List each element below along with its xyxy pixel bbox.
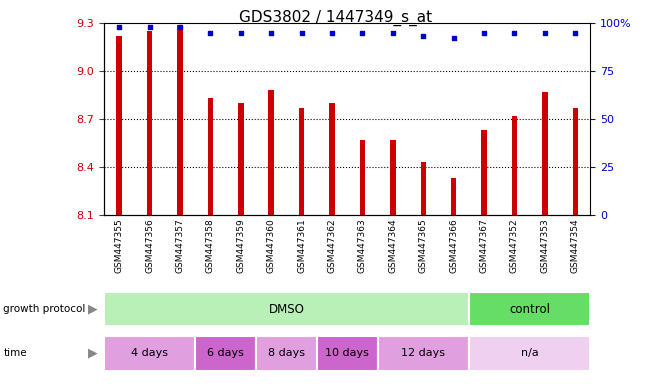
Bar (481, 130, 486, 215)
Bar (317, 336, 378, 371)
Text: GSM447357: GSM447357 (176, 218, 185, 273)
Text: 6 days: 6 days (207, 348, 244, 358)
Text: GSM447360: GSM447360 (267, 218, 276, 273)
Text: GSM447361: GSM447361 (297, 218, 306, 273)
Text: time: time (3, 348, 27, 358)
Point (327, 30, 338, 36)
Point (570, 30, 580, 36)
Point (448, 35, 459, 41)
Text: GSM447359: GSM447359 (236, 218, 246, 273)
Text: GSM447363: GSM447363 (358, 218, 367, 273)
Text: GSM447354: GSM447354 (571, 218, 580, 273)
Point (509, 30, 520, 36)
Bar (104, 292, 469, 326)
Text: GSM447352: GSM447352 (510, 218, 519, 273)
Text: GDS3802 / 1447349_s_at: GDS3802 / 1447349_s_at (239, 10, 432, 26)
Point (144, 24, 155, 30)
Text: GSM447353: GSM447353 (540, 218, 550, 273)
Point (205, 30, 216, 36)
Point (357, 30, 368, 36)
Text: ▶: ▶ (88, 347, 97, 360)
Bar (572, 108, 578, 215)
Text: GSM447356: GSM447356 (145, 218, 154, 273)
Point (418, 33, 429, 40)
Bar (469, 336, 590, 371)
Point (114, 24, 125, 30)
Bar (360, 140, 365, 215)
Text: 10 days: 10 days (325, 348, 369, 358)
Text: GSM447358: GSM447358 (206, 218, 215, 273)
Point (266, 30, 276, 36)
Bar (177, 25, 183, 215)
Bar (512, 116, 517, 215)
Text: 12 days: 12 days (401, 348, 446, 358)
Bar (451, 178, 456, 215)
Bar (195, 336, 256, 371)
Bar (329, 103, 335, 215)
Text: GSM447365: GSM447365 (419, 218, 427, 273)
Bar (469, 292, 590, 326)
Text: GSM447367: GSM447367 (480, 218, 488, 273)
Text: GSM447364: GSM447364 (389, 218, 397, 273)
Text: 8 days: 8 days (268, 348, 305, 358)
Bar (542, 92, 548, 215)
Bar (421, 162, 426, 215)
Bar (378, 336, 469, 371)
Text: GSM447366: GSM447366 (449, 218, 458, 273)
Bar (256, 336, 317, 371)
Bar (147, 31, 152, 215)
Text: ▶: ▶ (88, 303, 97, 316)
Bar (390, 140, 396, 215)
Bar (268, 90, 274, 215)
Point (539, 30, 550, 36)
Point (478, 30, 489, 36)
Point (236, 30, 246, 36)
Text: GSM447355: GSM447355 (115, 218, 123, 273)
Bar (238, 103, 244, 215)
Text: 4 days: 4 days (131, 348, 168, 358)
Point (174, 24, 185, 30)
Text: GSM447362: GSM447362 (327, 218, 337, 273)
Point (387, 30, 398, 36)
Text: n/a: n/a (521, 348, 539, 358)
Bar (208, 98, 213, 215)
Bar (104, 336, 195, 371)
Text: control: control (509, 303, 550, 316)
Text: growth protocol: growth protocol (3, 304, 86, 314)
Point (297, 30, 307, 36)
Bar (299, 108, 305, 215)
Text: DMSO: DMSO (268, 303, 305, 316)
Bar (117, 36, 122, 215)
